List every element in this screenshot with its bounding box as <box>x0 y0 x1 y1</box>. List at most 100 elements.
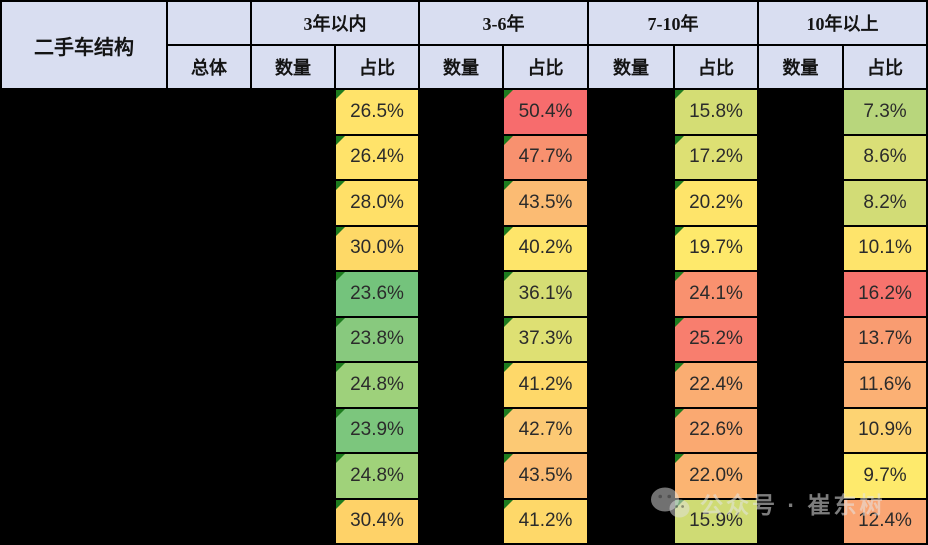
redacted-cell <box>589 135 673 179</box>
redacted-cell <box>168 272 250 316</box>
share-cell: 47.7% <box>504 135 587 179</box>
redacted-cell <box>168 454 250 498</box>
share-cell: 23.6% <box>336 272 418 316</box>
redacted-cell <box>759 363 842 407</box>
age-group-header-7-10y: 7-10年 <box>589 2 757 44</box>
blank-header-cell <box>168 2 250 44</box>
redacted-cell <box>2 363 166 407</box>
share-cell: 10.1% <box>844 226 926 270</box>
share-cell: 12.4% <box>844 499 926 543</box>
redacted-cell <box>420 135 502 179</box>
redacted-cell <box>252 226 334 270</box>
redacted-cell <box>252 272 334 316</box>
redacted-cell <box>589 499 673 543</box>
redacted-cell <box>252 363 334 407</box>
qty-column-header: 数量 <box>420 46 502 88</box>
redacted-cell <box>2 272 166 316</box>
share-cell: 11.6% <box>844 363 926 407</box>
share-cell: 8.2% <box>844 181 926 225</box>
share-cell: 26.4% <box>336 135 418 179</box>
redacted-cell <box>252 454 334 498</box>
redacted-cell <box>2 135 166 179</box>
share-cell: 15.9% <box>675 499 757 543</box>
redacted-cell <box>589 272 673 316</box>
share-cell: 13.7% <box>844 317 926 361</box>
redacted-cell <box>759 135 842 179</box>
redacted-cell <box>2 226 166 270</box>
share-cell: 19.7% <box>675 226 757 270</box>
share-cell: 22.6% <box>675 408 757 452</box>
redacted-cell <box>2 90 166 134</box>
share-cell: 9.7% <box>844 454 926 498</box>
share-cell: 10.9% <box>844 408 926 452</box>
share-cell: 30.4% <box>336 499 418 543</box>
share-cell: 36.1% <box>504 272 587 316</box>
redacted-cell <box>589 90 673 134</box>
redacted-cell <box>759 499 842 543</box>
share-column-header: 占比 <box>504 46 587 88</box>
redacted-cell <box>589 181 673 225</box>
redacted-cell <box>252 90 334 134</box>
share-cell: 50.4% <box>504 90 587 134</box>
share-cell: 41.2% <box>504 499 587 543</box>
share-cell: 41.2% <box>504 363 587 407</box>
share-cell: 24.1% <box>675 272 757 316</box>
total-column-header: 总体 <box>168 46 250 88</box>
share-cell: 22.0% <box>675 454 757 498</box>
share-cell: 24.8% <box>336 454 418 498</box>
redacted-cell <box>420 454 502 498</box>
redacted-cell <box>589 454 673 498</box>
redacted-cell <box>759 181 842 225</box>
redacted-cell <box>2 181 166 225</box>
redacted-cell <box>2 408 166 452</box>
redacted-cell <box>420 408 502 452</box>
redacted-cell <box>589 317 673 361</box>
redacted-cell <box>759 408 842 452</box>
share-cell: 26.5% <box>336 90 418 134</box>
redacted-cell <box>759 226 842 270</box>
age-group-header-0-3y: 3年以内 <box>252 2 418 44</box>
redacted-cell <box>420 499 502 543</box>
share-cell: 24.8% <box>336 363 418 407</box>
share-cell: 30.0% <box>336 226 418 270</box>
age-group-header-10y-plus: 10年以上 <box>759 2 926 44</box>
age-group-header-3-6y: 3-6年 <box>420 2 587 44</box>
share-cell: 23.8% <box>336 317 418 361</box>
share-cell: 37.3% <box>504 317 587 361</box>
redacted-cell <box>2 499 166 543</box>
share-cell: 40.2% <box>504 226 587 270</box>
redacted-cell <box>252 181 334 225</box>
redacted-cell <box>589 408 673 452</box>
redacted-cell <box>420 90 502 134</box>
redacted-cell <box>759 272 842 316</box>
share-cell: 20.2% <box>675 181 757 225</box>
redacted-cell <box>168 499 250 543</box>
redacted-cell <box>2 317 166 361</box>
share-cell: 15.8% <box>675 90 757 134</box>
qty-column-header: 数量 <box>252 46 334 88</box>
redacted-cell <box>168 135 250 179</box>
share-cell: 7.3% <box>844 90 926 134</box>
share-column-header: 占比 <box>336 46 418 88</box>
share-cell: 43.5% <box>504 454 587 498</box>
redacted-cell <box>420 363 502 407</box>
share-cell: 42.7% <box>504 408 587 452</box>
redacted-cell <box>759 454 842 498</box>
redacted-cell <box>252 499 334 543</box>
redacted-cell <box>759 90 842 134</box>
share-cell: 25.2% <box>675 317 757 361</box>
redacted-cell <box>168 317 250 361</box>
qty-column-header: 数量 <box>589 46 673 88</box>
share-cell: 28.0% <box>336 181 418 225</box>
redacted-cell <box>759 317 842 361</box>
redacted-cell <box>589 226 673 270</box>
share-column-header: 占比 <box>844 46 926 88</box>
redacted-cell <box>168 363 250 407</box>
redacted-cell <box>168 181 250 225</box>
redacted-cell <box>420 317 502 361</box>
redacted-cell <box>589 363 673 407</box>
redacted-cell <box>168 226 250 270</box>
share-cell: 43.5% <box>504 181 587 225</box>
